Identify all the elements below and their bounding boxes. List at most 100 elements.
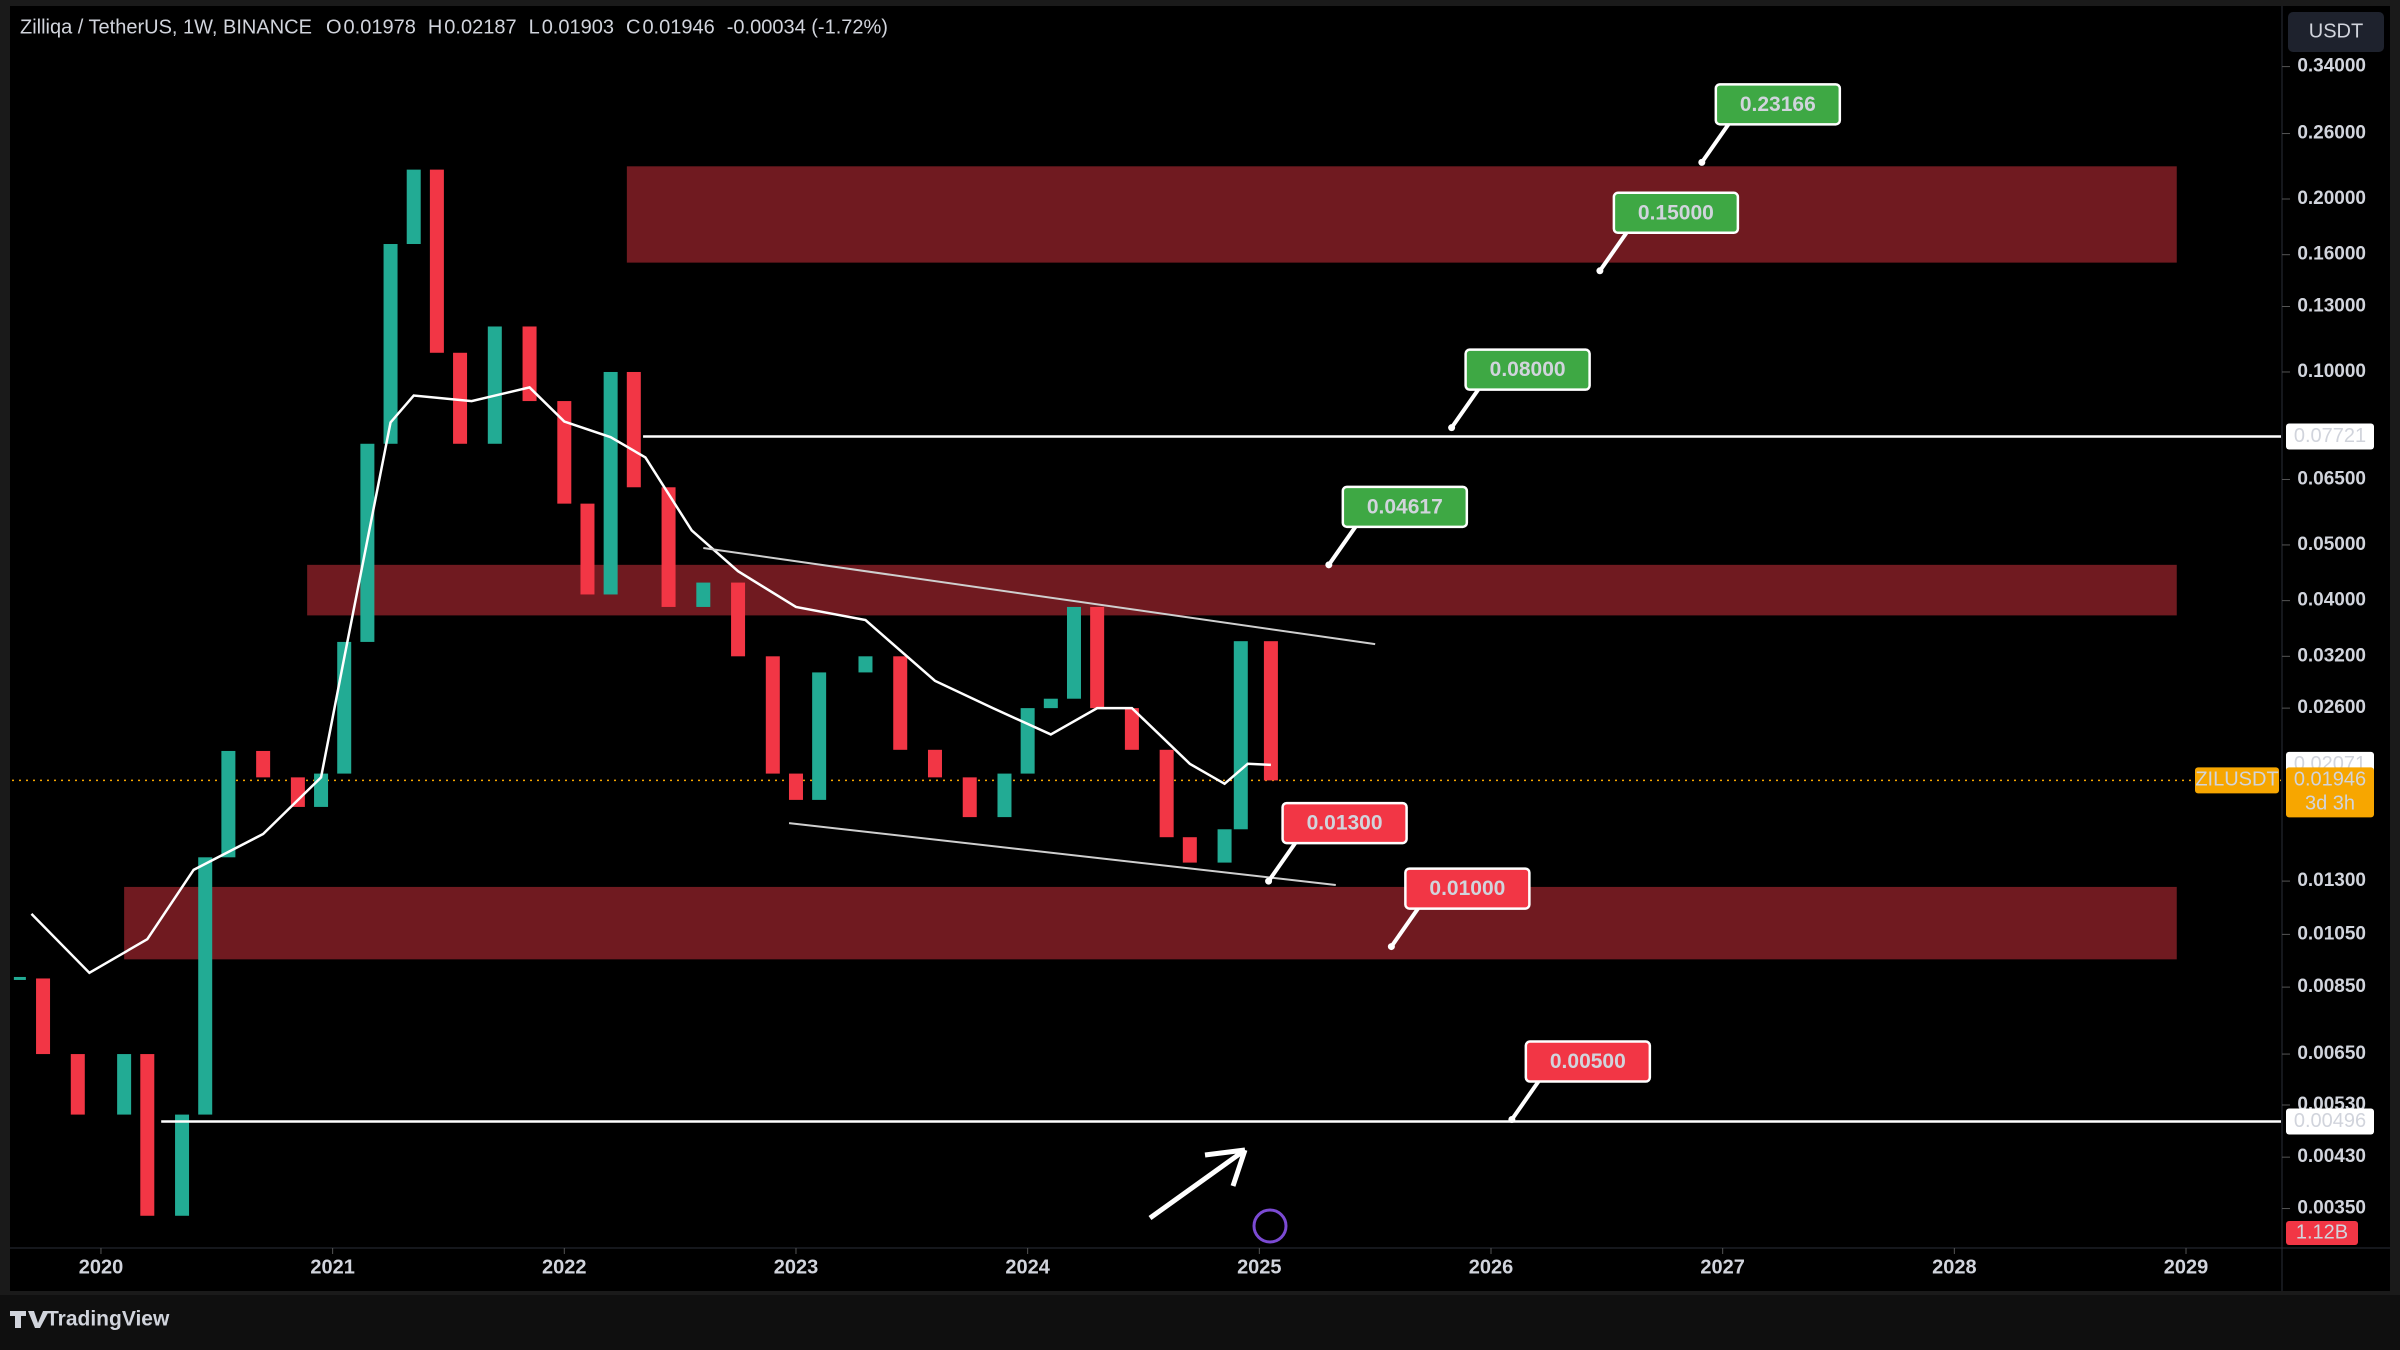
callout-pointer xyxy=(1327,523,1359,566)
candle xyxy=(1159,749,1174,838)
callout-box xyxy=(1341,485,1469,529)
callout-pointer xyxy=(1266,839,1299,883)
y-tick-label: 0.10000 xyxy=(2297,361,2366,382)
ohlc-key: C xyxy=(626,16,640,38)
callout-pointer xyxy=(1598,229,1630,272)
candle xyxy=(893,656,908,750)
y-tick-label: 0.26000 xyxy=(2297,123,2366,144)
ohlc-value: 0.01978 xyxy=(344,16,416,38)
candle xyxy=(696,582,711,607)
header: Zilliqa / TetherUS, 1W, BINANCE O 0.01978… xyxy=(20,16,888,38)
y-tick-label: 0.06500 xyxy=(2297,468,2366,489)
level-badge xyxy=(2286,1108,2374,1135)
candle xyxy=(1090,606,1105,709)
y-tick-label: 0.05000 xyxy=(2297,534,2366,555)
callout-pointer xyxy=(1510,1078,1542,1121)
y-tick-label: 0.03200 xyxy=(2297,645,2366,666)
candle xyxy=(1217,829,1232,863)
x-tick-label: 2029 xyxy=(2164,1256,2209,1278)
candle xyxy=(256,750,271,778)
x-tick-label: 2024 xyxy=(1005,1256,1050,1278)
callout-pointer xyxy=(1700,121,1732,164)
candle xyxy=(626,371,641,488)
ohlc-value: 0.02187 xyxy=(444,16,516,38)
candle xyxy=(290,777,305,807)
candle xyxy=(1124,708,1139,750)
zone xyxy=(124,886,2177,960)
candle xyxy=(927,749,942,778)
annotation-arrow xyxy=(1148,1147,1248,1221)
y-tick-label: 0.01300 xyxy=(2297,870,2366,891)
callout-label: 0.04617 xyxy=(1367,495,1443,518)
callout-box xyxy=(1281,801,1408,845)
countdown-label: 3d 3h xyxy=(2305,793,2355,815)
candle xyxy=(580,503,595,595)
callout-anchor xyxy=(1387,943,1395,951)
y-tick-label: 0.13000 xyxy=(2297,296,2366,317)
callout-label: 0.00500 xyxy=(1550,1050,1626,1073)
candle xyxy=(70,1054,85,1115)
candle xyxy=(788,773,803,800)
candle xyxy=(997,773,1012,818)
callout-label: 0.23166 xyxy=(1740,93,1816,116)
candle xyxy=(812,672,827,800)
callout-anchor xyxy=(1508,1116,1516,1124)
y-tick-label: 0.00850 xyxy=(2297,976,2366,997)
callout-pointer xyxy=(1389,905,1422,948)
price-badge-label: 0.01946 xyxy=(2294,769,2366,791)
currency-button[interactable] xyxy=(2288,12,2384,52)
symbol-badge xyxy=(2195,767,2279,794)
candle xyxy=(661,487,676,607)
trendline xyxy=(703,546,1376,646)
candle xyxy=(487,326,502,444)
callout-anchor xyxy=(1698,158,1706,166)
callout-label: 0.01300 xyxy=(1307,812,1383,835)
moving-average xyxy=(30,386,1271,975)
currency-button-label[interactable]: USDT xyxy=(2309,20,2363,42)
candle xyxy=(383,244,398,444)
candle xyxy=(522,326,537,402)
candle xyxy=(453,352,468,444)
level-badge xyxy=(2286,423,2374,450)
callout-box xyxy=(1714,83,1842,126)
footer-brand: TradingView xyxy=(46,1308,170,1331)
x-tick-label: 2027 xyxy=(1700,1256,1745,1278)
callout-anchor xyxy=(1265,877,1273,885)
x-tick-label: 2021 xyxy=(310,1256,355,1278)
y-tick-label: 0.02600 xyxy=(2297,697,2366,718)
symbol-badge-label: ZILUSDT xyxy=(2195,769,2278,791)
event-icon[interactable] xyxy=(1252,1208,1288,1244)
ohlc-key: H xyxy=(428,16,442,38)
candle xyxy=(1263,641,1278,781)
candle xyxy=(1043,698,1058,709)
x-tick-label: 2028 xyxy=(1932,1256,1977,1278)
y-tick-label: 0.16000 xyxy=(2297,244,2366,265)
change-value: -0.00034 (-1.72%) xyxy=(727,16,888,38)
candle xyxy=(429,169,444,353)
candle xyxy=(1020,708,1035,774)
candle xyxy=(765,656,780,774)
x-tick-label: 2025 xyxy=(1237,1256,1282,1278)
candle xyxy=(175,1114,190,1216)
symbol-title: Zilliqa / TetherUS, 1W, BINANCE xyxy=(20,16,312,38)
callout-label: 0.01000 xyxy=(1429,877,1505,900)
level-badge-label: 0.07721 xyxy=(2294,425,2366,447)
y-tick-label: 0.34000 xyxy=(2297,56,2366,77)
candle xyxy=(731,582,746,657)
candle xyxy=(221,750,236,858)
candle xyxy=(557,401,572,504)
y-tick-label: 0.00650 xyxy=(2297,1043,2366,1064)
ohlc-value: 0.01903 xyxy=(542,16,614,38)
volume-badge xyxy=(2286,1221,2358,1245)
callout-anchor xyxy=(1448,424,1456,432)
volume-badge-label: 1.12B xyxy=(2296,1221,2348,1243)
callout-box xyxy=(1524,1040,1652,1083)
candle xyxy=(406,169,421,245)
candle xyxy=(117,1054,132,1115)
x-tick-label: 2023 xyxy=(774,1256,819,1278)
candle xyxy=(198,857,213,1115)
y-tick-label: 0.01050 xyxy=(2297,923,2366,944)
candle xyxy=(1066,606,1081,699)
callout-label: 0.08000 xyxy=(1490,358,1566,381)
candle xyxy=(962,777,977,818)
